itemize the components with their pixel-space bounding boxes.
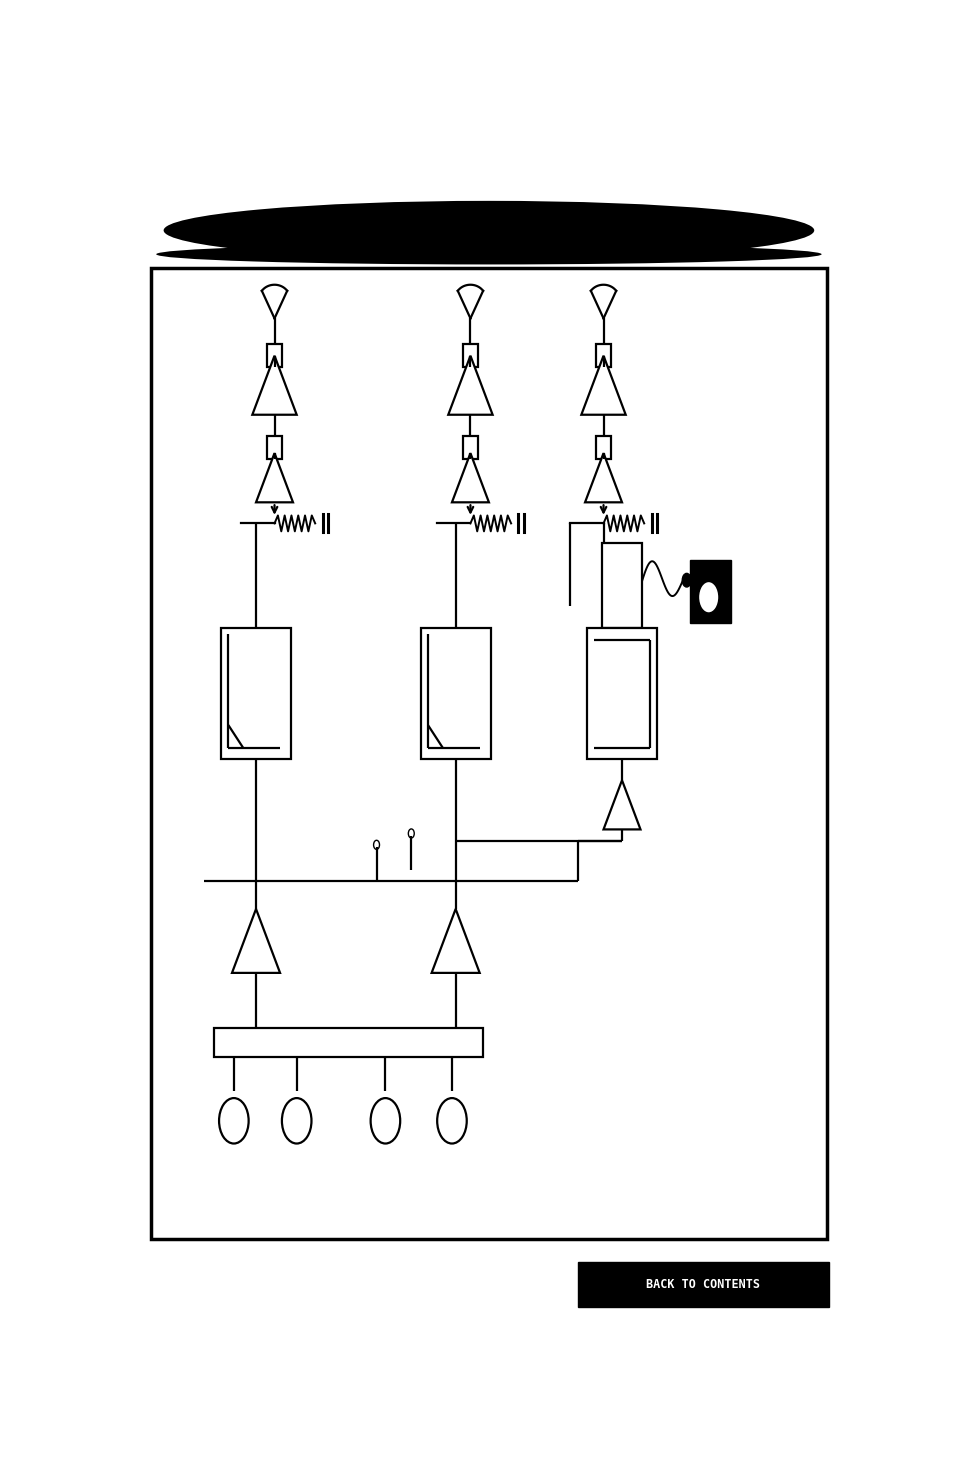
Circle shape [370, 1097, 399, 1143]
Polygon shape [580, 355, 625, 414]
Bar [462, 437, 477, 459]
Polygon shape [232, 909, 280, 974]
Polygon shape [431, 909, 479, 974]
Bar [577, 1261, 828, 1307]
Ellipse shape [164, 201, 813, 260]
Bar [690, 560, 730, 622]
Bar [601, 543, 641, 628]
Text: BACK TO CONTENTS: BACK TO CONTENTS [646, 1277, 760, 1291]
Polygon shape [448, 355, 492, 414]
Bar [213, 1028, 483, 1056]
Polygon shape [252, 355, 296, 414]
Bar [151, 268, 826, 1239]
Bar [420, 628, 490, 760]
Bar [267, 437, 281, 459]
Bar [596, 437, 610, 459]
Bar [586, 628, 657, 760]
Circle shape [436, 1097, 466, 1143]
Bar [221, 628, 291, 760]
Polygon shape [452, 453, 488, 503]
Bar [267, 344, 281, 367]
Ellipse shape [156, 243, 821, 264]
Circle shape [681, 574, 690, 587]
Bar [596, 344, 610, 367]
Circle shape [374, 841, 379, 850]
Bar [462, 344, 477, 367]
Circle shape [698, 581, 719, 614]
Polygon shape [603, 780, 639, 829]
Polygon shape [584, 453, 621, 503]
Circle shape [281, 1097, 311, 1143]
Circle shape [408, 829, 414, 838]
Circle shape [219, 1097, 249, 1143]
Polygon shape [255, 453, 293, 503]
